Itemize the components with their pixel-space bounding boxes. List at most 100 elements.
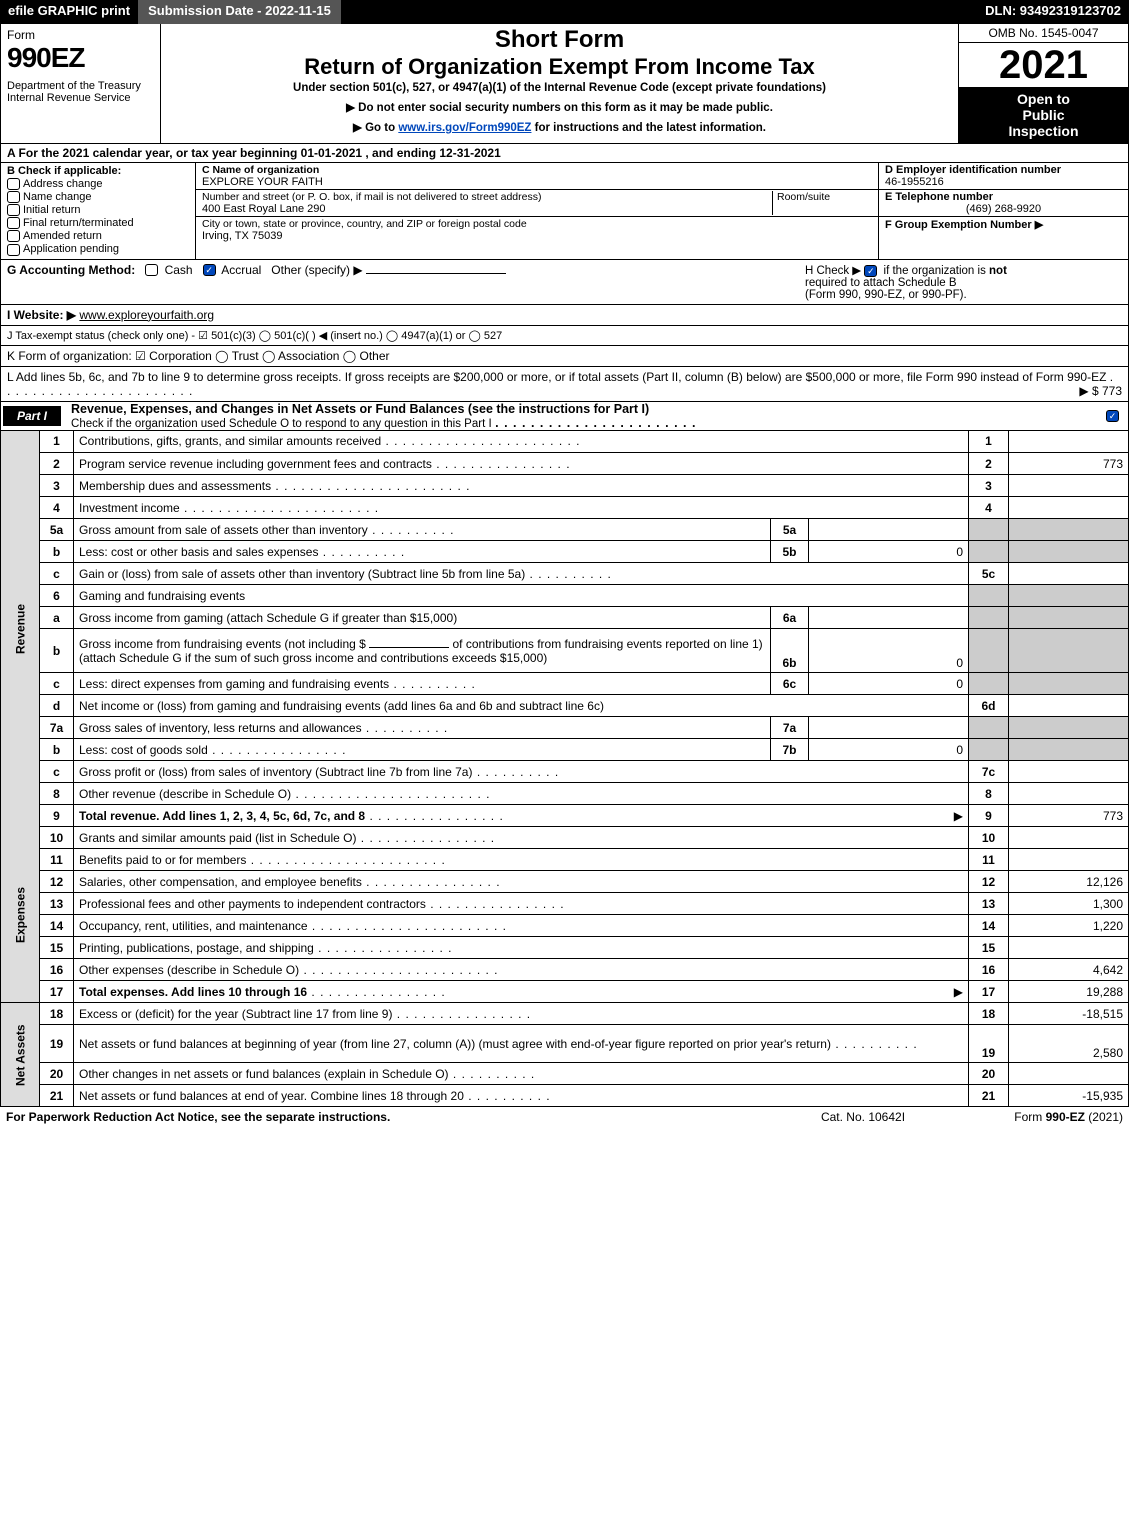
line-11: 11 Benefits paid to or for members 11	[1, 849, 1129, 871]
form-header: Form 990EZ Department of the Treasury In…	[0, 24, 1129, 144]
h-label: H Check ▶	[805, 265, 861, 277]
dots	[495, 416, 696, 430]
open-to-public-badge: Open to Public Inspection	[959, 87, 1128, 143]
netassets-label: Net Assets	[1, 1003, 40, 1107]
submission-date-badge: Submission Date - 2022-11-15	[138, 0, 341, 24]
dept-label: Department of the Treasury	[7, 80, 154, 92]
part-i-checkbox[interactable]: ✓	[1100, 409, 1128, 423]
header-right: OMB No. 1545-0047 2021 Open to Public In…	[958, 24, 1128, 143]
omb-number: OMB No. 1545-0047	[959, 24, 1128, 43]
open-line3: Inspection	[959, 123, 1128, 139]
irs-link[interactable]: www.irs.gov/Form990EZ	[398, 122, 531, 134]
line-10: Expenses 10 Grants and similar amounts p…	[1, 827, 1129, 849]
page-footer: For Paperwork Reduction Act Notice, see …	[0, 1107, 1129, 1127]
city-label: City or town, state or province, country…	[202, 218, 872, 230]
addr-label: Number and street (or P. O. box, if mail…	[202, 191, 772, 203]
checkbox-checked-icon: ✓	[864, 265, 877, 277]
section-b: B Check if applicable: Address change Na…	[1, 163, 196, 259]
revenue-label: Revenue	[1, 431, 40, 827]
line-9: 9 Total revenue. Add lines 1, 2, 3, 4, 5…	[1, 805, 1129, 827]
line-18: Net Assets 18 Excess or (deficit) for th…	[1, 1003, 1129, 1025]
line-17: 17 Total expenses. Add lines 10 through …	[1, 981, 1129, 1003]
line-2: 2 Program service revenue including gove…	[1, 453, 1129, 475]
phone-value: (469) 268-9920	[885, 203, 1122, 215]
line-5c: c Gain or (loss) from sale of assets oth…	[1, 563, 1129, 585]
line-13: 13 Professional fees and other payments …	[1, 893, 1129, 915]
section-b-label: B Check if applicable:	[7, 165, 189, 177]
chk-application-pending[interactable]: Application pending	[7, 243, 189, 255]
line-19: 19 Net assets or fund balances at beginn…	[1, 1025, 1129, 1063]
part-i-table: Revenue 1 Contributions, gifts, grants, …	[0, 431, 1129, 1108]
part-i-subtitle: Check if the organization used Schedule …	[71, 418, 492, 430]
group-exemption-cell: F Group Exemption Number ▶	[879, 217, 1128, 259]
form-ref: Form 990-EZ (2021)	[963, 1110, 1123, 1124]
row-j-tax-exempt: J Tax-exempt status (check only one) - ☑…	[0, 326, 1129, 346]
accounting-method: G Accounting Method: Cash ✓ Accrual Othe…	[1, 260, 798, 304]
city-cell: City or town, state or province, country…	[196, 217, 878, 259]
goto-post: for instructions and the latest informat…	[531, 122, 766, 134]
checkbox-icon	[7, 230, 20, 242]
expenses-label: Expenses	[1, 827, 40, 1003]
row-a-tax-year: A For the 2021 calendar year, or tax yea…	[0, 144, 1129, 163]
line-5a: 5a Gross amount from sale of assets othe…	[1, 519, 1129, 541]
line-20: 20 Other changes in net assets or fund b…	[1, 1063, 1129, 1085]
form-number: 990EZ	[7, 42, 154, 74]
dln-label: DLN: 93492319123702	[977, 0, 1129, 24]
header-center: Short Form Return of Organization Exempt…	[161, 24, 958, 143]
part-i-badge: Part I	[3, 406, 61, 426]
c-label: C Name of organization	[202, 164, 872, 176]
other-specify-line	[366, 273, 506, 274]
form-word: Form	[7, 28, 154, 42]
section-def: D Employer identification number 46-1955…	[878, 163, 1128, 259]
efile-print-label[interactable]: efile GRAPHIC print	[0, 0, 138, 24]
line-14: 14 Occupancy, rent, utilities, and maint…	[1, 915, 1129, 937]
under-section-text: Under section 501(c), 527, or 4947(a)(1)…	[167, 82, 952, 94]
line-5b: b Less: cost or other basis and sales ex…	[1, 541, 1129, 563]
short-form-title: Short Form	[167, 26, 952, 54]
info-grid: B Check if applicable: Address change Na…	[0, 163, 1129, 260]
part-i-title: Revenue, Expenses, and Changes in Net As…	[63, 402, 1100, 430]
line-6c: c Less: direct expenses from gaming and …	[1, 673, 1129, 695]
checkbox-icon	[7, 191, 20, 203]
irs-label: Internal Revenue Service	[7, 92, 154, 104]
checkbox-icon	[145, 264, 158, 276]
checkbox-icon	[7, 217, 20, 229]
tax-year: 2021	[959, 43, 1128, 87]
chk-final-return[interactable]: Final return/terminated	[7, 217, 189, 229]
line-1: Revenue 1 Contributions, gifts, grants, …	[1, 431, 1129, 453]
section-c: C Name of organization EXPLORE YOUR FAIT…	[196, 163, 878, 259]
open-line1: Open to	[959, 91, 1128, 107]
website-value[interactable]: www.exploreyourfaith.org	[79, 308, 214, 322]
chk-amended-return[interactable]: Amended return	[7, 230, 189, 242]
ein-cell: D Employer identification number 46-1955…	[879, 163, 1128, 190]
chk-name-change[interactable]: Name change	[7, 191, 189, 203]
checkbox-icon	[7, 244, 20, 256]
goto-line: ▶ Go to www.irs.gov/Form990EZ for instru…	[167, 120, 952, 134]
i-label: I Website: ▶	[7, 308, 76, 322]
org-name-cell: C Name of organization EXPLORE YOUR FAIT…	[196, 163, 878, 190]
addr-value: 400 East Royal Lane 290	[202, 203, 772, 215]
l-text: L Add lines 5b, 6c, and 7b to line 9 to …	[7, 370, 1106, 384]
chk-initial-return[interactable]: Initial return	[7, 204, 189, 216]
line-6d: d Net income or (loss) from gaming and f…	[1, 695, 1129, 717]
d-label: D Employer identification number	[885, 164, 1122, 176]
line-6: 6 Gaming and fundraising events	[1, 585, 1129, 607]
checkbox-checked-icon: ✓	[1106, 410, 1119, 422]
row-gh: G Accounting Method: Cash ✓ Accrual Othe…	[0, 260, 1129, 305]
line-6b: b Gross income from fundraising events (…	[1, 629, 1129, 673]
phone-cell: E Telephone number (469) 268-9920	[879, 190, 1128, 217]
goto-pre: ▶ Go to	[353, 122, 398, 134]
ssn-warning: ▶ Do not enter social security numbers o…	[167, 100, 952, 114]
line-12: 12 Salaries, other compensation, and emp…	[1, 871, 1129, 893]
line-4: 4 Investment income 4	[1, 497, 1129, 519]
line-21: 21 Net assets or fund balances at end of…	[1, 1085, 1129, 1107]
org-name: EXPLORE YOUR FAITH	[202, 176, 872, 188]
chk-address-change[interactable]: Address change	[7, 178, 189, 190]
city-value: Irving, TX 75039	[202, 230, 872, 242]
part-i-header: Part I Revenue, Expenses, and Changes in…	[0, 402, 1129, 431]
ein-value: 46-1955216	[885, 176, 1122, 188]
catalog-number: Cat. No. 10642I	[763, 1110, 963, 1124]
checkbox-icon	[7, 178, 20, 190]
f-label: F Group Exemption Number ▶	[885, 218, 1122, 231]
line-7a: 7a Gross sales of inventory, less return…	[1, 717, 1129, 739]
